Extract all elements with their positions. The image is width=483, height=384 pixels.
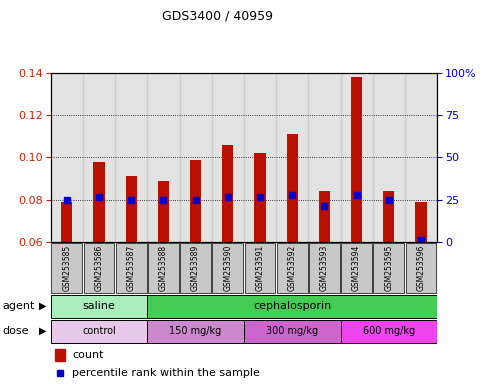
Text: ▶: ▶ (39, 301, 46, 311)
Text: GSM253593: GSM253593 (320, 245, 329, 291)
FancyBboxPatch shape (116, 243, 147, 293)
Bar (244, 73, 276, 242)
Text: GDS3400 / 40959: GDS3400 / 40959 (162, 10, 273, 23)
Text: dose: dose (2, 326, 29, 336)
Bar (55, 349, 65, 361)
Bar (115, 73, 147, 242)
Text: GSM253596: GSM253596 (416, 245, 426, 291)
Bar (212, 73, 244, 242)
FancyBboxPatch shape (309, 243, 340, 293)
FancyBboxPatch shape (180, 243, 211, 293)
FancyBboxPatch shape (244, 320, 341, 343)
Bar (93, 162, 105, 242)
Text: ▶: ▶ (39, 326, 46, 336)
Bar (126, 177, 137, 242)
Text: percentile rank within the sample: percentile rank within the sample (72, 367, 260, 377)
FancyBboxPatch shape (84, 243, 114, 293)
Bar (415, 202, 426, 242)
Bar (255, 153, 266, 242)
Text: GSM253595: GSM253595 (384, 245, 393, 291)
Text: control: control (82, 326, 116, 336)
Text: 600 mg/kg: 600 mg/kg (363, 326, 415, 336)
FancyBboxPatch shape (373, 243, 404, 293)
Text: GSM253589: GSM253589 (191, 245, 200, 291)
FancyBboxPatch shape (148, 243, 179, 293)
Text: 150 mg/kg: 150 mg/kg (170, 326, 222, 336)
Text: GSM253587: GSM253587 (127, 245, 136, 291)
Text: cephalosporin: cephalosporin (253, 301, 331, 311)
FancyBboxPatch shape (341, 243, 372, 293)
Bar (351, 77, 362, 242)
FancyBboxPatch shape (213, 243, 243, 293)
Text: GSM253590: GSM253590 (223, 245, 232, 291)
FancyBboxPatch shape (51, 295, 147, 318)
Bar (276, 73, 308, 242)
Text: agent: agent (2, 301, 35, 311)
Bar (222, 145, 233, 242)
FancyBboxPatch shape (51, 243, 82, 293)
FancyBboxPatch shape (51, 320, 147, 343)
FancyBboxPatch shape (406, 243, 437, 293)
Bar (373, 73, 405, 242)
Text: saline: saline (83, 301, 115, 311)
Bar (319, 191, 330, 242)
Text: GSM253592: GSM253592 (288, 245, 297, 291)
Bar (341, 73, 373, 242)
FancyBboxPatch shape (277, 243, 308, 293)
Text: 300 mg/kg: 300 mg/kg (266, 326, 318, 336)
Bar (405, 73, 437, 242)
Text: GSM253586: GSM253586 (95, 245, 103, 291)
Bar (286, 134, 298, 242)
FancyBboxPatch shape (244, 243, 275, 293)
Bar (190, 160, 201, 242)
Text: GSM253594: GSM253594 (352, 245, 361, 291)
Bar (83, 73, 115, 242)
Bar (383, 191, 395, 242)
FancyBboxPatch shape (147, 295, 437, 318)
Text: count: count (72, 350, 103, 360)
Bar (51, 73, 83, 242)
Text: GSM253585: GSM253585 (62, 245, 71, 291)
FancyBboxPatch shape (341, 320, 437, 343)
Bar (158, 181, 169, 242)
Bar (180, 73, 212, 242)
Bar (61, 202, 72, 242)
Bar (147, 73, 180, 242)
Bar (308, 73, 341, 242)
FancyBboxPatch shape (147, 320, 244, 343)
Text: GSM253588: GSM253588 (159, 245, 168, 291)
Text: GSM253591: GSM253591 (256, 245, 265, 291)
